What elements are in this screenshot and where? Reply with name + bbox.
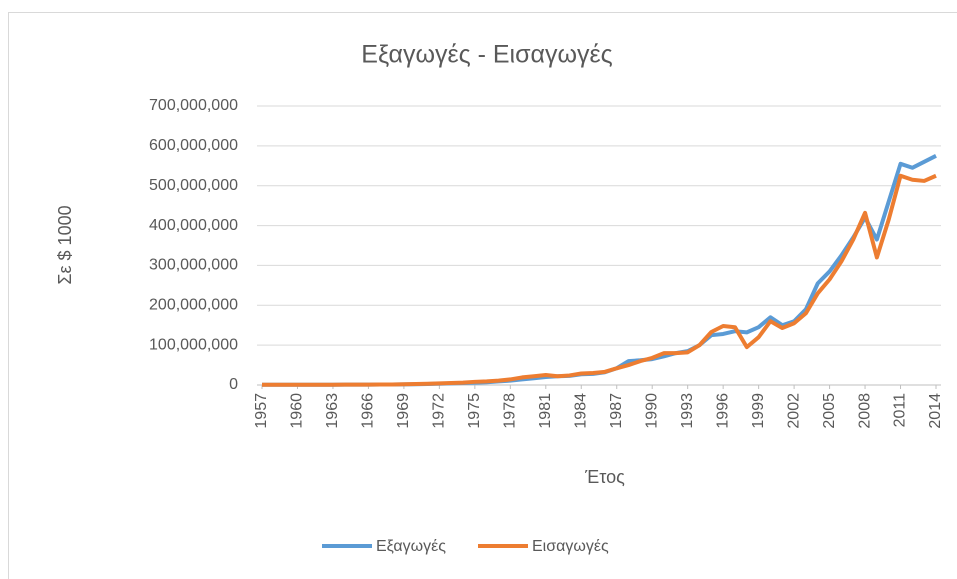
legend-label: Εξαγωγές (376, 538, 446, 555)
y-tick-label: 100,000,000 (149, 336, 238, 353)
legend-label: Εισαγωγές (532, 538, 609, 555)
x-tick-label: 1993 (679, 393, 696, 429)
x-tick-label: 2011 (892, 393, 909, 428)
x-axis-title: Έτος (584, 467, 625, 487)
x-tick-label: 1969 (395, 393, 412, 429)
y-axis-title: Σε $ 1000 (55, 205, 75, 284)
x-tick-label: 1966 (360, 393, 377, 429)
y-tick-label: 300,000,000 (149, 257, 238, 274)
y-tick-label: 500,000,000 (149, 177, 238, 194)
x-tick-label: 1981 (537, 393, 554, 429)
x-tick-label: 2008 (856, 393, 873, 429)
y-tick-label: 400,000,000 (149, 217, 238, 234)
x-tick-label: 2002 (785, 393, 802, 429)
x-tick-label: 1984 (572, 393, 589, 429)
x-tick-label: 1999 (750, 393, 767, 429)
x-tick-label: 1978 (502, 393, 519, 429)
x-tick-label: 1972 (431, 393, 448, 429)
x-tick-label: 1963 (324, 393, 341, 429)
chart-title: Εξαγωγές - Εισαγωγές (361, 41, 612, 69)
chart-frame (8, 12, 957, 579)
series-line (262, 173, 937, 387)
x-tick-label: 1987 (608, 393, 625, 429)
y-tick-label: 0 (229, 376, 238, 393)
x-tick-label: 2014 (927, 393, 944, 429)
y-tick-label: 700,000,000 (149, 97, 238, 114)
x-tick-label: 1957 (253, 393, 270, 429)
x-tick-label: 1975 (466, 393, 483, 429)
x-tick-label: 2005 (821, 393, 838, 429)
x-tick-label: 1960 (289, 393, 306, 429)
y-tick-label: 600,000,000 (149, 137, 238, 154)
x-tick-label: 1990 (643, 393, 660, 429)
x-tick-label: 1996 (714, 393, 731, 429)
y-tick-label: 200,000,000 (149, 297, 238, 314)
